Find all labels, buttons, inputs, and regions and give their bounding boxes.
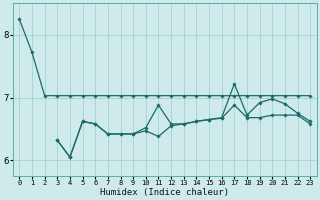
X-axis label: Humidex (Indice chaleur): Humidex (Indice chaleur) bbox=[100, 188, 229, 197]
